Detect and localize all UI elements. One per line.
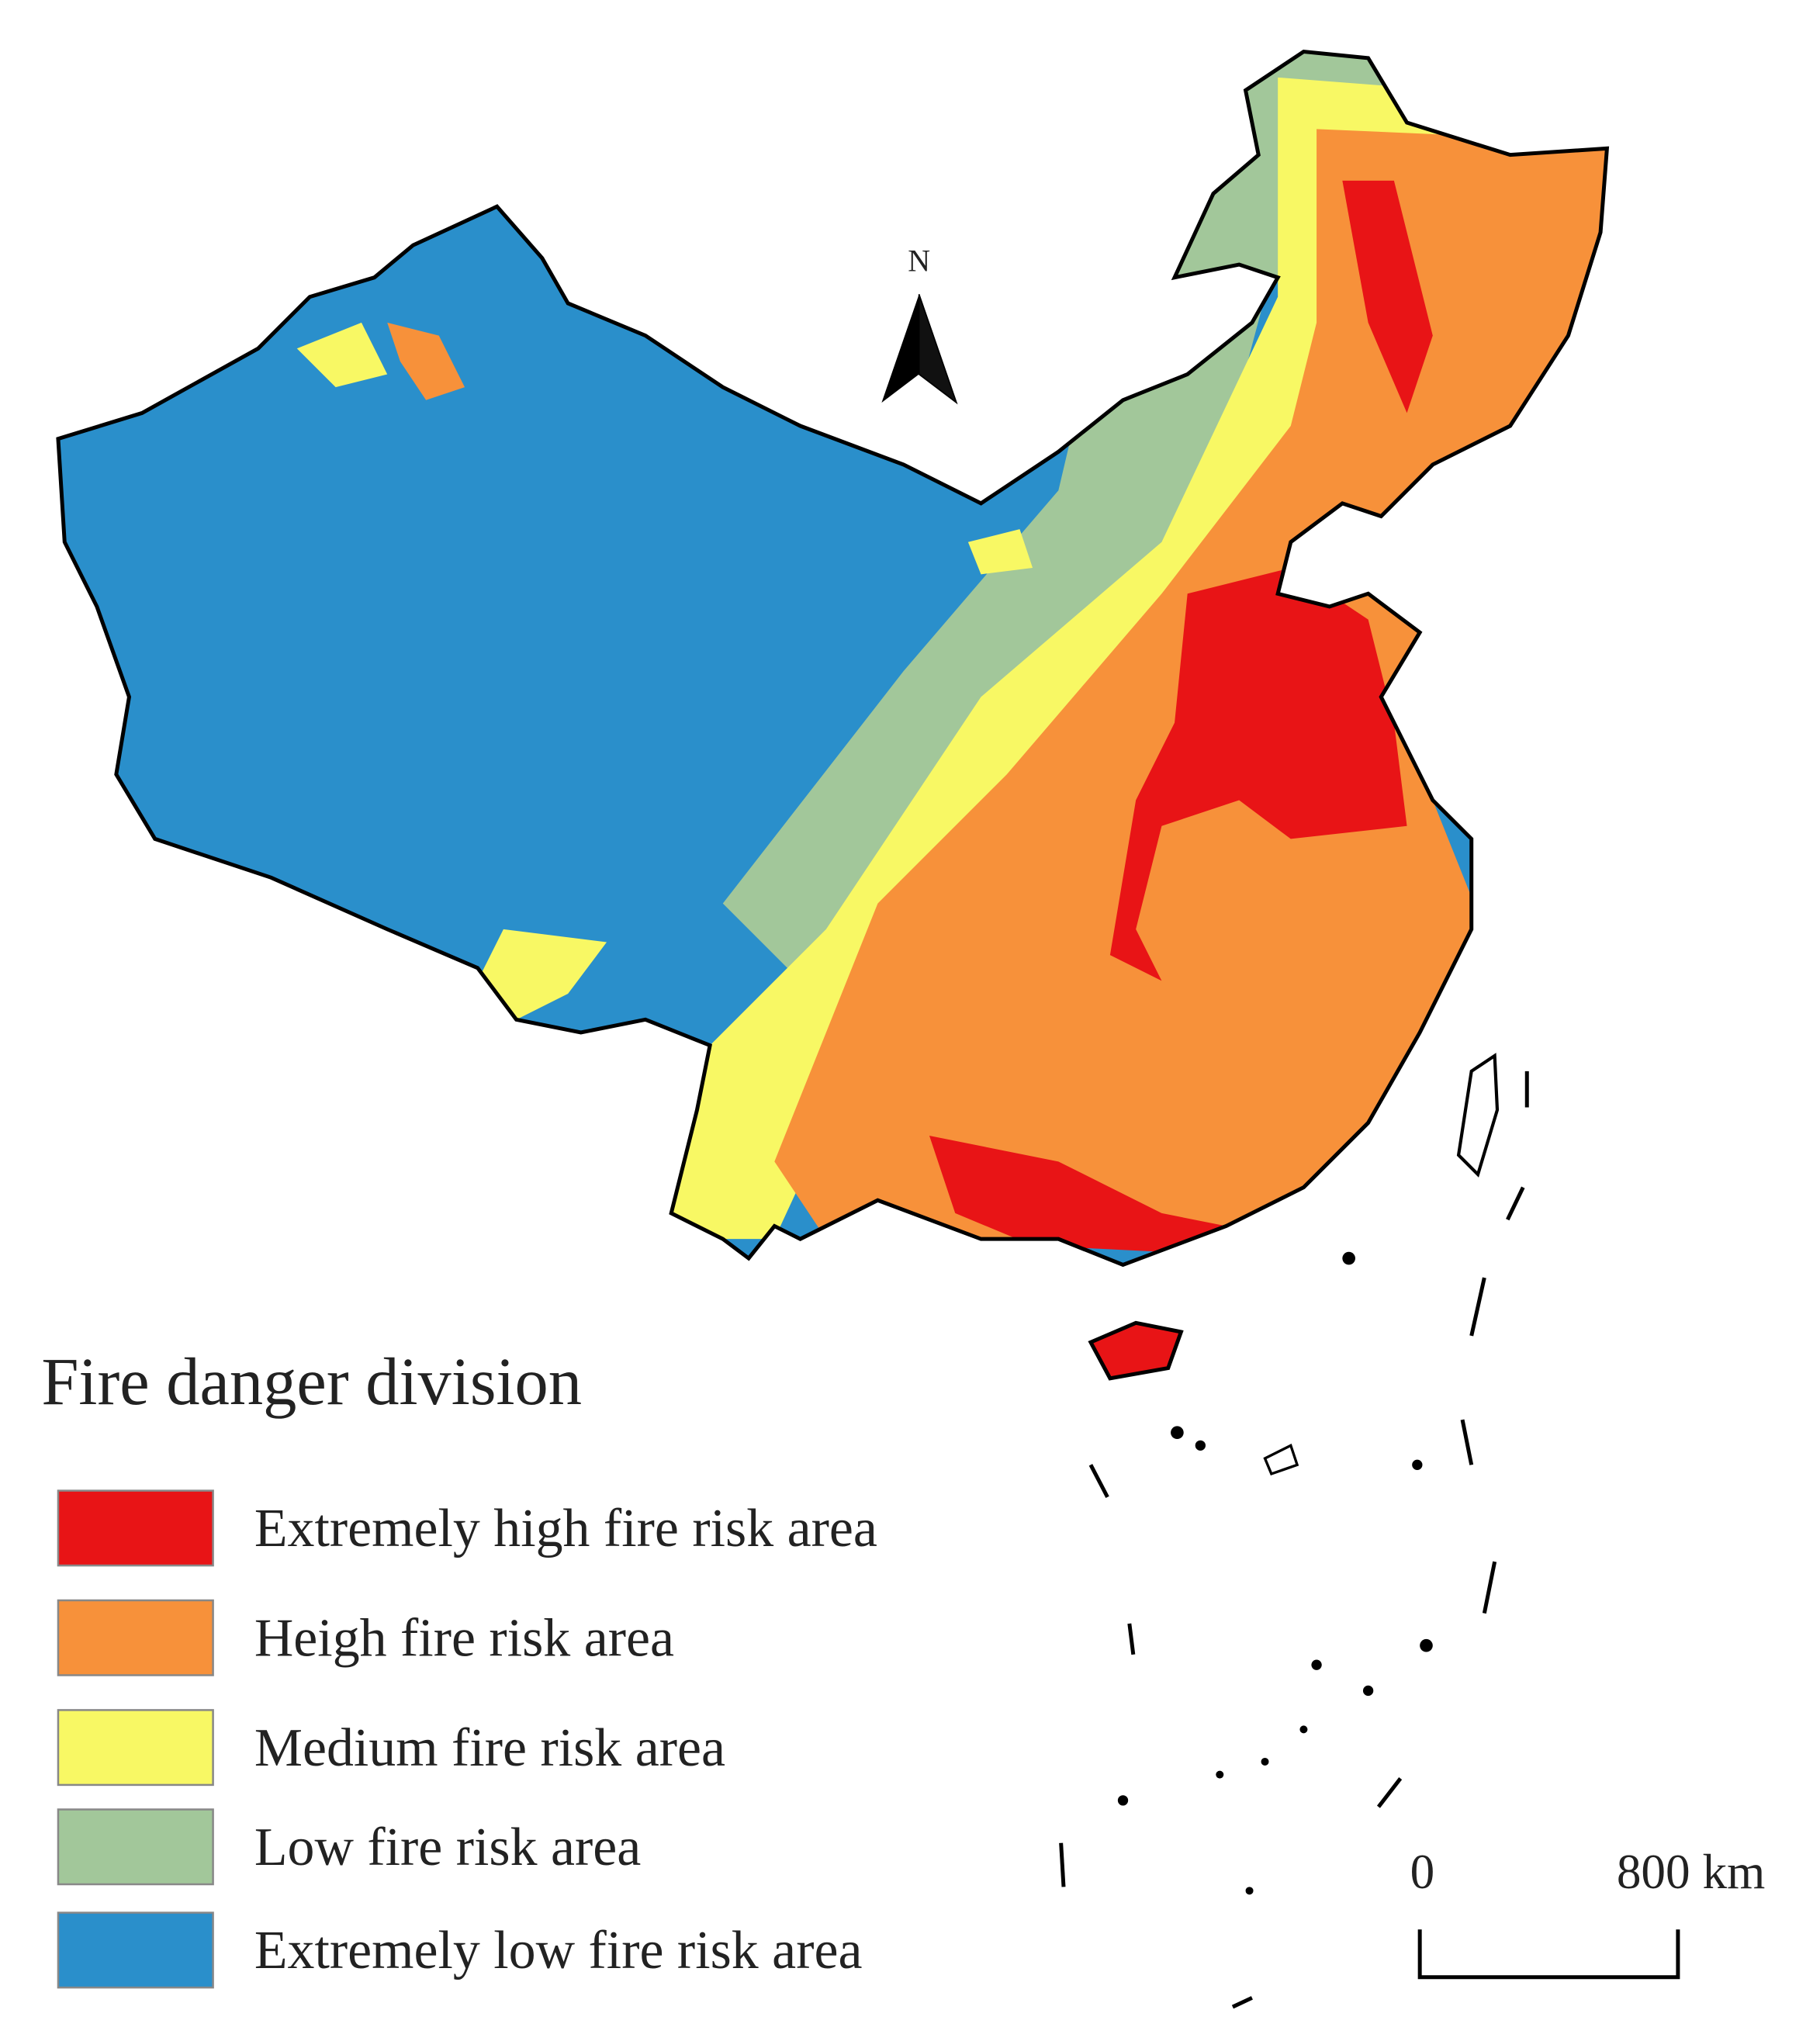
legend-label: Heigh fire risk area bbox=[254, 1609, 674, 1669]
hainan-island bbox=[1088, 1320, 1184, 1381]
island bbox=[1263, 1444, 1299, 1476]
legend-label: Medium fire risk area bbox=[254, 1718, 725, 1778]
risk-zone bbox=[1342, 180, 1433, 413]
scale-label: 800 km bbox=[1617, 1845, 1765, 1899]
risk-zone bbox=[1109, 568, 1407, 981]
legend: Extremely high fire risk area Heigh fire … bbox=[57, 1489, 877, 1989]
boundary-dashes bbox=[1059, 1071, 1529, 2009]
islets bbox=[1117, 1251, 1433, 1895]
fire-risk-regions bbox=[57, 51, 1607, 1265]
risk-zone bbox=[967, 529, 1033, 575]
risk-zone bbox=[387, 322, 465, 400]
north-arrow: N bbox=[881, 243, 958, 405]
taiwan bbox=[1456, 1053, 1500, 1178]
risk-zone bbox=[477, 929, 607, 1020]
legend-label: Extremely high fire risk area bbox=[254, 1499, 877, 1558]
legend-swatch bbox=[57, 1808, 214, 1886]
risk-zone bbox=[929, 1136, 1227, 1252]
north-arrow-left bbox=[881, 294, 919, 403]
legend-swatch bbox=[57, 1599, 214, 1676]
country-outline bbox=[56, 49, 1610, 1268]
scale-bar-line bbox=[1417, 1929, 1680, 1980]
legend-swatch bbox=[57, 1709, 214, 1787]
legend-label: Extremely low fire risk area bbox=[254, 1921, 863, 1980]
legend-title: Fire danger division bbox=[41, 1344, 582, 1419]
legend-label: Low fire risk area bbox=[254, 1818, 641, 1877]
legend-swatch bbox=[57, 1489, 214, 1567]
north-label: N bbox=[908, 243, 930, 278]
north-arrow-right bbox=[918, 294, 958, 405]
legend-swatch bbox=[57, 1911, 214, 1989]
scale-label: 0 bbox=[1410, 1845, 1435, 1899]
scale-bar: 0 800 km bbox=[1410, 1845, 1765, 1980]
